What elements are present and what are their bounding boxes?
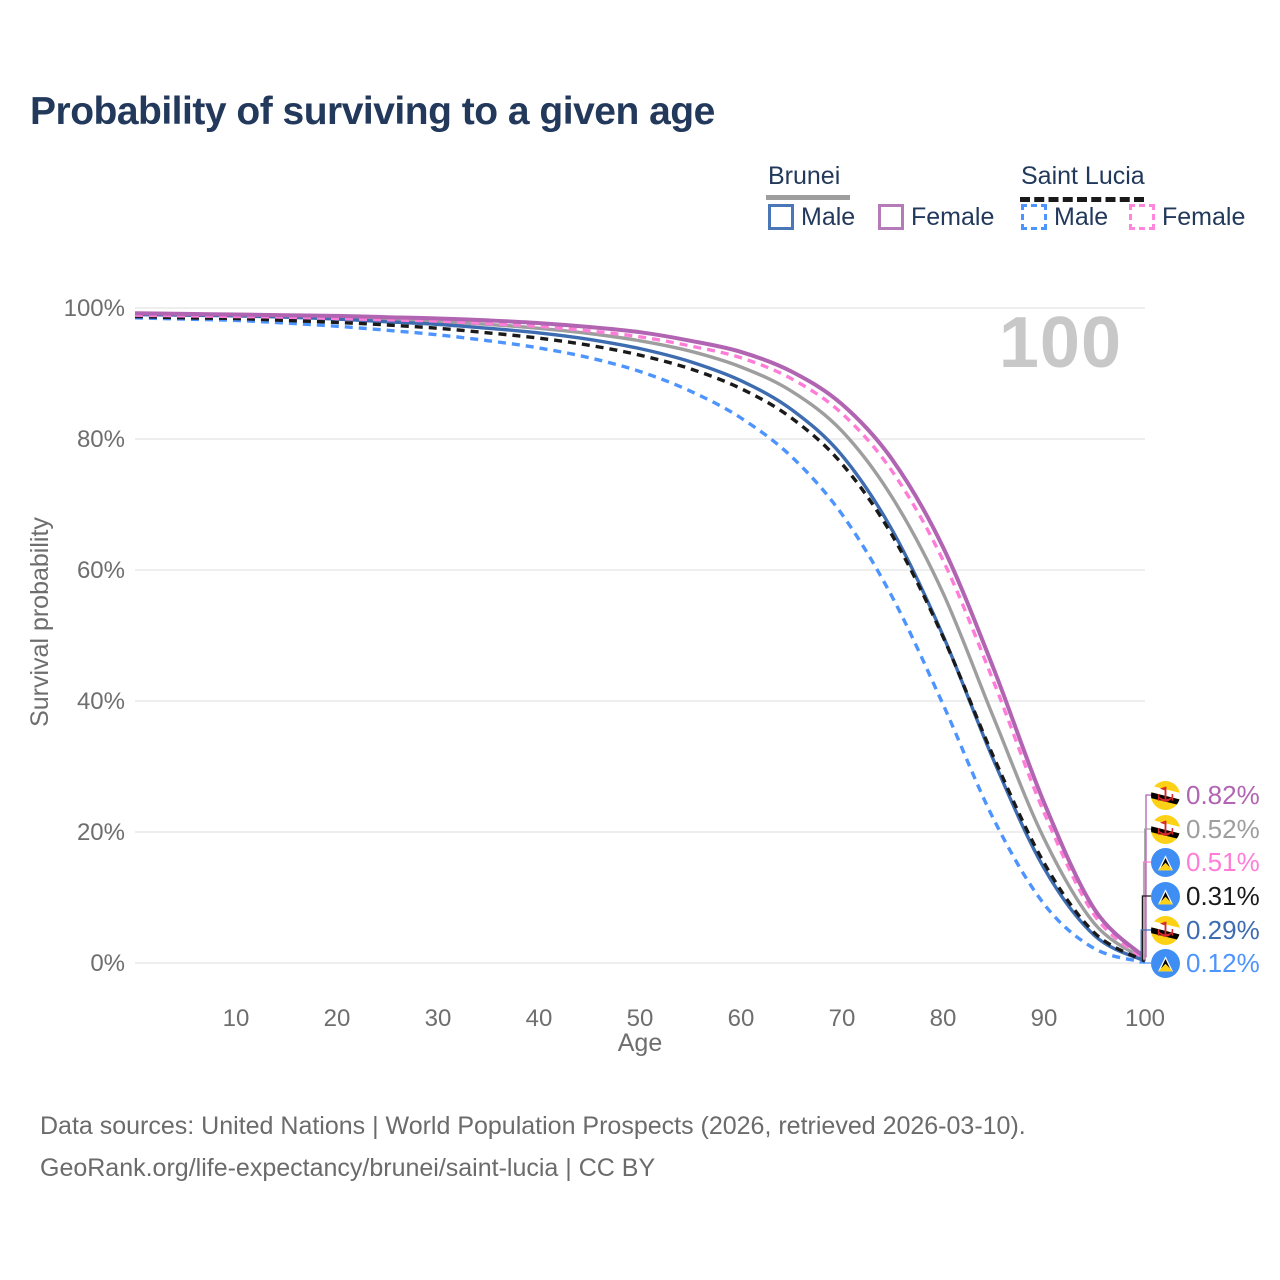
end-label-row: 0.29% [1151, 915, 1260, 945]
end-label-row: 0.31% [1151, 881, 1260, 911]
leader-line-5 [1139, 962, 1151, 964]
x-tick-label: 10 [223, 1005, 250, 1032]
saint-lucia-flag-icon [1151, 948, 1180, 978]
end-label-row: 0.52% [1151, 814, 1260, 844]
end-label-value: 0.29% [1186, 914, 1260, 945]
y-tick-label: 40% [77, 688, 125, 715]
end-label-value: 0.52% [1186, 813, 1260, 844]
x-tick-label: 40 [526, 1005, 553, 1032]
saint-lucia-flag-icon [1151, 847, 1180, 877]
leader-line-0 [1145, 794, 1151, 958]
data-sources-line: Data sources: United Nations | World Pop… [40, 1112, 1026, 1140]
leader-line-4 [1140, 929, 1151, 962]
footer: Data sources: United Nations | World Pop… [40, 1105, 1026, 1189]
brunei-flag-icon [1151, 780, 1180, 810]
leader-line-1 [1144, 828, 1151, 960]
leader-lines [1139, 794, 1151, 964]
legend-item-saint-lucia-female-label[interactable]: Female [1162, 203, 1246, 231]
y-tick-label: 0% [90, 950, 125, 977]
series-line-brunei-female[interactable] [134, 311, 1147, 960]
end-label-row: 0.12% [1151, 948, 1260, 978]
axis-ticks: 0% 20% 40% 60% 80% 100% 10 20 30 40 50 60 70 80 90 100 [64, 295, 1165, 1032]
end-label-value: 0.82% [1186, 779, 1260, 810]
legend-item-brunei-male-label[interactable]: Male [801, 203, 856, 231]
x-tick-label: 20 [324, 1005, 351, 1032]
series-line-brunei-male[interactable] [134, 312, 1146, 963]
brunei-flag-icon [1151, 915, 1180, 945]
legend-brunei-line-sample [766, 195, 850, 200]
saint-lucia-flag-icon [1151, 881, 1180, 911]
attribution-line: GeoRank.org/life-expectancy/brunei/saint… [40, 1154, 656, 1182]
end-label-value: 0.51% [1186, 846, 1260, 877]
x-tick-label: 80 [930, 1005, 957, 1032]
legend-swatch-saint-lucia-male[interactable] [1021, 204, 1047, 230]
legend-item-saint-lucia-male-label[interactable]: Male [1054, 203, 1109, 231]
x-tick-label: 100 [1125, 1005, 1165, 1032]
x-tick-label: 70 [829, 1005, 856, 1032]
x-axis-title: Age [618, 1029, 662, 1057]
brunei-flag-icon [1151, 814, 1180, 844]
legend-swatch-saint-lucia-female[interactable] [1129, 204, 1155, 230]
end-label-row: 0.82% [1151, 780, 1260, 810]
x-tick-label: 50 [627, 1005, 654, 1032]
leader-line-3 [1141, 895, 1151, 961]
end-label-row: 0.51% [1151, 847, 1260, 877]
y-tick-label: 80% [77, 426, 125, 453]
legend-saint-lucia-line-sample [1020, 192, 1144, 202]
series-line-saint-lucia-female[interactable] [134, 313, 1147, 962]
legend-swatch-brunei-male[interactable] [768, 204, 794, 230]
y-axis-title: Survival probability [26, 517, 54, 727]
leader-line-2 [1142, 861, 1151, 960]
legend-group-saint-lucia-label[interactable]: Saint Lucia [1021, 162, 1145, 190]
x-tick-label: 90 [1031, 1005, 1058, 1032]
x-tick-label: 60 [728, 1005, 755, 1032]
legend-item-brunei-female-label[interactable]: Female [911, 203, 995, 231]
age-watermark: 100 [998, 303, 1122, 383]
end-label-value: 0.31% [1186, 880, 1260, 911]
series-line-saint-lucia-male[interactable] [134, 316, 1146, 964]
series-line-saint-lucia-total[interactable] [134, 314, 1146, 963]
y-tick-label: 20% [77, 819, 125, 846]
legend-swatch-brunei-female[interactable] [878, 204, 904, 230]
end-label-value: 0.12% [1186, 947, 1260, 978]
page-title: Probability of surviving to a given age [30, 90, 715, 133]
gridlines [135, 307, 1145, 964]
y-tick-label: 100% [64, 295, 125, 322]
series-lines [134, 311, 1147, 964]
series-line-brunei-total[interactable] [134, 312, 1146, 962]
legend-group-brunei-label[interactable]: Brunei [768, 162, 841, 190]
y-tick-label: 60% [77, 557, 125, 584]
x-tick-label: 30 [425, 1005, 452, 1032]
